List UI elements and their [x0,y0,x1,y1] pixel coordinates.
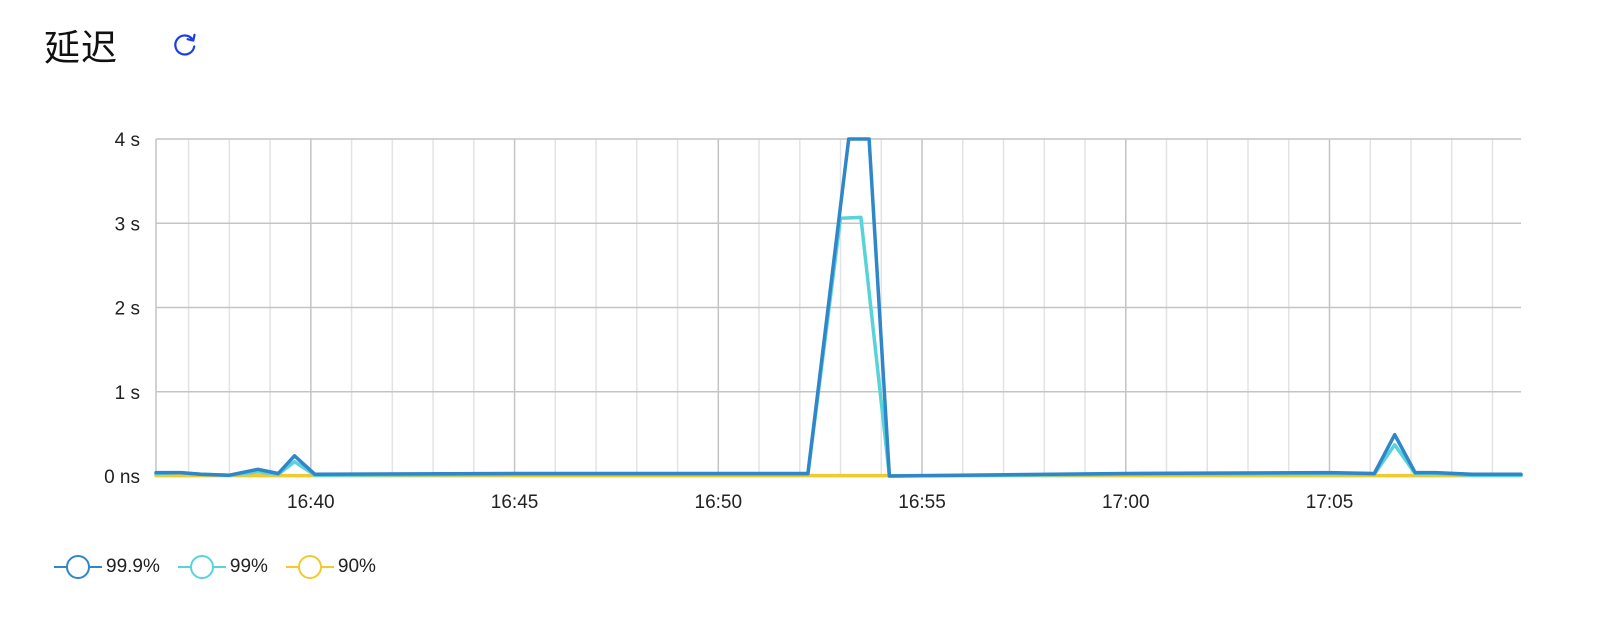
y-tick-label: 3 s [115,214,140,235]
x-tick-label: 16:50 [695,492,743,513]
page-title: 延迟 [44,28,119,69]
y-tick-label: 4 s [115,130,140,151]
x-tick-label: 17:05 [1306,492,1354,513]
y-tick-label: 0 ns [104,467,140,488]
chart-header: 延迟 [44,20,200,70]
y-tick-label: 1 s [115,383,140,404]
legend-marker-icon [177,555,226,579]
chart-legend: 99.9% 99% 90% [54,552,376,582]
x-tick-label: 16:40 [287,492,335,513]
latency-line-chart: 16:40 16:45 16:50 16:55 17:00 17:05 0 ns 1 s 2 s… [104,130,1523,513]
x-tick-label: 17:00 [1102,492,1150,513]
legend-marker-icon [54,555,102,579]
legend-label: 90% [337,556,376,577]
legend-item-99[interactable]: 99% [177,552,268,582]
refresh-icon [174,33,196,56]
legend-item-90[interactable]: 90% [285,552,376,582]
x-tick-label: 16:55 [898,492,946,513]
series-line-999 [154,137,1523,478]
legend-label: 99.9% [106,556,160,577]
series-line-99 [154,215,1523,478]
y-tick-label: 2 s [115,299,140,320]
legend-marker-icon [285,555,334,579]
legend-label: 99% [229,556,268,577]
legend-item-999[interactable]: 99.9% [54,552,160,582]
refresh-button[interactable] [170,30,200,60]
x-tick-label: 16:45 [491,492,539,513]
